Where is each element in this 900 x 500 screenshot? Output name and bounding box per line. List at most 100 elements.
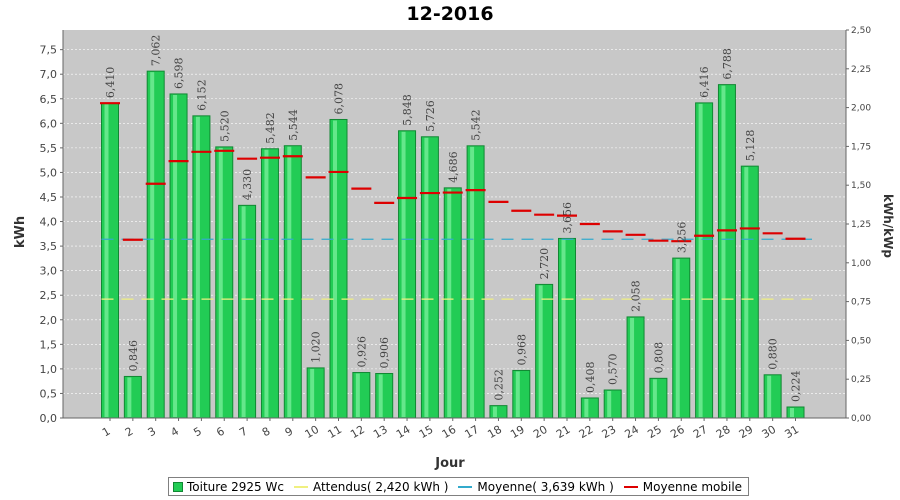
x-tick-label: 29 [737,423,756,441]
y-tick-label: 7,0 [40,68,58,81]
bar-highlight [150,72,155,417]
bar-highlight [218,147,223,417]
bar-highlight [104,104,109,417]
x-tick-label: 4 [169,425,182,440]
y-tick-label: 1,5 [40,338,58,351]
y-tick-label: 4,0 [40,216,58,229]
bar-value-label: 0,408 [584,361,597,393]
bar [398,130,417,419]
bar [283,145,302,419]
bar [329,118,348,419]
bar [672,257,691,419]
x-tick-label: 13 [371,423,390,441]
x-tick-label: 22 [577,423,596,441]
legend-label-expected: Attendus( 2,420 kWh ) [312,479,449,494]
x-axis: 1 2 3 4 5 6 7 8 9 10 11 12 13 14 15 16 17 18 19 20 21 22 23 24 2… [63,417,846,441]
bar [375,373,394,419]
bar-highlight [515,371,520,417]
bar-value-label: 2,720 [538,248,551,280]
y2-tick-label: 0,25 [851,375,871,385]
bar [558,237,576,419]
legend: Toiture 2925 Wc Attendus( 2,420 kWh ) Mo… [168,477,750,496]
bar-value-label: 7,062 [150,35,163,67]
y2-tick-label: 2,50 [851,26,871,36]
y2-tick-label: 1,50 [851,181,871,191]
x-tick-label: 12 [348,423,367,441]
bar [238,204,257,419]
x-tick-label: 18 [485,423,504,441]
bar-highlight [652,379,657,417]
bar-value-label: 0,252 [492,369,505,401]
legend-label-average: Moyenne( 3,639 kWh ) [477,479,614,494]
y2-tick-label: 2,00 [851,104,871,114]
bar-highlight [470,146,475,417]
bar [420,136,439,419]
legend-item-average: Moyenne( 3,639 kWh ) [458,479,614,494]
y-tick-label: 3,5 [40,240,58,253]
bar [466,145,485,419]
x-tick-label: 1 [100,425,113,440]
y-tick-label: 5,0 [40,166,58,179]
bar [215,146,234,419]
bar [123,375,142,419]
bar-value-label: 0,570 [607,354,620,386]
bar-value-label: 6,416 [698,66,711,98]
bar-value-label: 0,846 [127,340,140,372]
bar-value-label: 6,152 [195,79,208,111]
bar-value-label: 6,410 [104,67,117,99]
bar-highlight [401,131,406,417]
chart-title: 12-2016 [406,3,493,25]
legend-swatch-production [173,481,183,492]
bar [717,84,736,419]
bar-value-label: 0,906 [378,337,391,369]
x-tick-label: 24 [622,423,641,441]
bar [169,93,188,419]
bar [649,377,668,419]
y-tick-label: 4,5 [40,191,58,204]
x-tick-label: 23 [600,423,619,441]
bar-highlight [767,375,772,417]
bar-highlight [790,407,794,417]
bar-value-label: 6,598 [173,57,186,89]
bar [352,372,371,419]
y2-tick-label: 2,25 [851,65,871,75]
bar-value-label: 0,968 [515,334,528,366]
bar-highlight [607,391,612,417]
bar-highlight [744,167,749,417]
bar-highlight [195,116,200,418]
bar-highlight [355,373,360,417]
y-tick-label: 1,0 [40,363,58,376]
bar-highlight [561,239,566,417]
x-tick-label: 11 [325,423,344,441]
legend-swatch-expected [293,485,308,488]
bar-highlight [721,85,726,417]
x-tick-label: 30 [760,423,779,441]
y-tick-label: 3,0 [40,265,58,278]
y-tick-label: 2,0 [40,314,58,327]
bar [740,165,759,419]
y2-tick-label: 0,00 [851,414,871,424]
x-tick-label: 19 [508,423,527,441]
x-tick-label: 3 [146,425,159,440]
bar-highlight [173,94,178,418]
bar [786,406,805,419]
bar-value-label: 2,058 [630,280,643,312]
x-tick-label: 25 [645,423,664,441]
y-axis-right: 0,00 0,25 0,50 0,75 1,00 1,25 1,50 1,75 2,00 2,25… [845,26,871,424]
bar [603,389,622,419]
bar-highlight [698,103,703,417]
bar-value-label: 5,726 [424,100,437,132]
bar-highlight [264,149,269,418]
bar-value-label: 1,020 [310,331,323,363]
bar-value-label: 3,656 [561,202,574,234]
x-tick-label: 31 [782,423,801,441]
y-tick-label: 6,0 [40,117,58,130]
bar-highlight [630,317,635,417]
x-tick-label: 28 [714,423,733,441]
bar-value-label: 6,078 [333,83,346,115]
bar [443,187,462,419]
bar-value-label: 5,128 [744,130,757,162]
bar-value-label: 0,808 [652,342,665,374]
y2-tick-label: 1,00 [851,259,871,269]
